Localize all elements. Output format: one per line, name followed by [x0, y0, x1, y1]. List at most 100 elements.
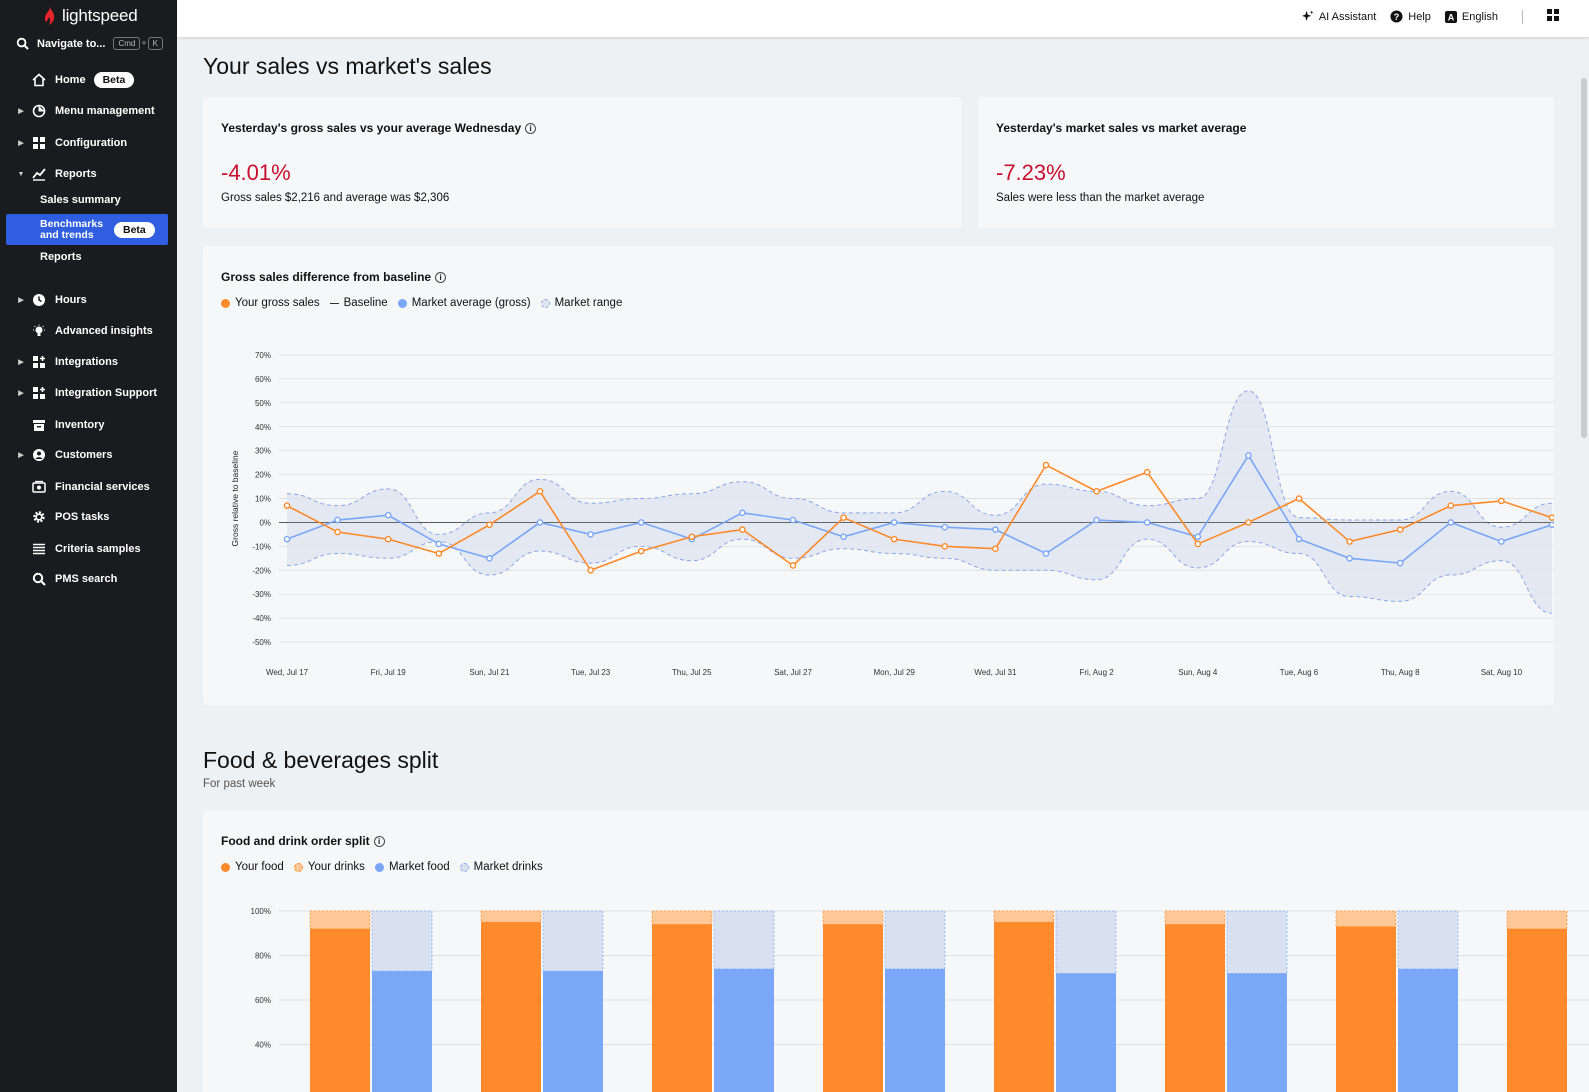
- sidebar-sub-sales-summary[interactable]: Sales summary: [40, 194, 121, 206]
- sidebar-item-menu-management[interactable]: ▶ Menu management: [0, 99, 177, 123]
- your-gross-sales-point[interactable]: [1194, 540, 1202, 548]
- sidebar-sub-reports[interactable]: Reports: [40, 251, 82, 263]
- bar-your-food[interactable]: [1507, 928, 1567, 1092]
- legend-your-food[interactable]: Your food: [221, 861, 284, 873]
- apps-grid-button[interactable]: [1547, 9, 1559, 24]
- your-gross-sales-point[interactable]: [587, 566, 594, 574]
- legend-market-range[interactable]: Market range: [540, 297, 622, 309]
- sidebar-item-inventory[interactable]: ▶Inventory: [0, 413, 177, 437]
- market-average-point[interactable]: [283, 535, 291, 543]
- bar-market-drinks[interactable]: [884, 910, 946, 970]
- your-gross-sales-point[interactable]: [1498, 497, 1505, 505]
- sidebar-sub-benchmarks[interactable]: Benchmarks and trends Beta: [6, 214, 168, 245]
- legend-market-drinks[interactable]: Market drinks: [459, 861, 543, 873]
- chevron-right-icon[interactable]: ▶: [18, 452, 24, 459]
- market-average-point[interactable]: [334, 516, 341, 524]
- your-gross-sales-point[interactable]: [789, 562, 797, 569]
- bar-your-food[interactable]: [1336, 926, 1396, 1092]
- sidebar-item-pms-search[interactable]: ▶PMS search: [0, 567, 177, 591]
- bar-market-drinks[interactable]: [1226, 910, 1288, 974]
- your-gross-sales-point[interactable]: [739, 526, 746, 533]
- your-gross-sales-point[interactable]: [536, 488, 544, 495]
- your-gross-sales-point[interactable]: [1042, 461, 1050, 469]
- bar-market-drinks[interactable]: [713, 910, 775, 970]
- bar-your-drinks[interactable]: [993, 910, 1055, 923]
- bar-market-food[interactable]: [714, 968, 774, 1092]
- legend-market-average[interactable]: Market average (gross): [397, 297, 531, 309]
- sidebar-item-configuration[interactable]: ▶ Configuration: [0, 131, 177, 155]
- bar-market-drinks[interactable]: [542, 910, 604, 972]
- bar-market-drinks[interactable]: [1397, 910, 1459, 970]
- chevron-right-icon[interactable]: ▶: [18, 297, 24, 304]
- market-average-point[interactable]: [890, 519, 898, 526]
- your-gross-sales-point[interactable]: [1548, 514, 1554, 521]
- sidebar-item-customers[interactable]: ▶ Customers: [0, 443, 177, 467]
- info-icon[interactable]: i: [373, 835, 385, 847]
- bar-your-drinks[interactable]: [822, 910, 884, 925]
- market-average-point[interactable]: [789, 516, 797, 524]
- chevron-right-icon[interactable]: ▶: [18, 359, 24, 366]
- sidebar-item-criteria-samples[interactable]: ▶Criteria samples: [0, 537, 177, 561]
- bar-your-drinks[interactable]: [1164, 910, 1226, 925]
- market-average-point[interactable]: [992, 526, 999, 533]
- info-icon[interactable]: i: [435, 271, 447, 283]
- market-average-point[interactable]: [435, 540, 443, 548]
- market-average-point[interactable]: [587, 531, 594, 538]
- legend-your-gross-sales[interactable]: Your gross sales: [221, 297, 320, 309]
- bar-your-food[interactable]: [1165, 924, 1225, 1092]
- your-gross-sales-point[interactable]: [688, 533, 696, 541]
- lightspeed-logo[interactable]: lightspeed: [44, 6, 138, 26]
- market-average-point[interactable]: [637, 519, 645, 526]
- market-average-point[interactable]: [536, 519, 544, 526]
- info-icon[interactable]: i: [525, 122, 537, 134]
- market-average-point[interactable]: [941, 523, 949, 531]
- chevron-right-icon[interactable]: ▶: [18, 108, 24, 115]
- your-gross-sales-point[interactable]: [384, 535, 392, 543]
- sidebar-item-integrations[interactable]: ▶ Integrations: [0, 350, 177, 374]
- market-average-point[interactable]: [1295, 535, 1303, 543]
- bar-market-drinks[interactable]: [1055, 910, 1117, 974]
- language-button[interactable]: A English: [1444, 10, 1498, 23]
- bar-market-food[interactable]: [1398, 968, 1458, 1092]
- legend-your-drinks[interactable]: Your drinks: [293, 861, 365, 873]
- your-gross-sales-point[interactable]: [890, 535, 898, 543]
- market-average-point[interactable]: [1498, 538, 1505, 545]
- sidebar-item-reports[interactable]: ▼ Reports: [0, 162, 177, 186]
- bar-your-drinks[interactable]: [1335, 910, 1397, 927]
- bar-market-food[interactable]: [543, 971, 603, 1092]
- sidebar-item-hours[interactable]: ▶ Hours: [0, 288, 177, 312]
- bar-market-food[interactable]: [1056, 973, 1116, 1092]
- bar-your-food[interactable]: [823, 924, 883, 1092]
- bar-your-drinks[interactable]: [480, 910, 542, 923]
- your-gross-sales-point[interactable]: [840, 514, 847, 521]
- bar-your-food[interactable]: [310, 928, 370, 1092]
- market-average-point[interactable]: [1548, 521, 1554, 529]
- market-average-point[interactable]: [486, 554, 493, 562]
- sidebar-item-advanced-insights[interactable]: ▶Advanced insights: [0, 319, 177, 343]
- your-gross-sales-point[interactable]: [486, 521, 493, 529]
- your-gross-sales-point[interactable]: [1396, 526, 1404, 533]
- your-gross-sales-point[interactable]: [992, 545, 999, 553]
- bar-your-drinks[interactable]: [309, 910, 371, 930]
- your-gross-sales-point[interactable]: [435, 550, 443, 557]
- bar-your-drinks[interactable]: [651, 910, 713, 925]
- market-average-point[interactable]: [840, 533, 847, 541]
- bar-market-food[interactable]: [1227, 973, 1287, 1092]
- sidebar-item-financial-services[interactable]: ▶Financial services: [0, 475, 177, 499]
- market-average-point[interactable]: [1143, 519, 1151, 526]
- bar-your-food[interactable]: [481, 922, 541, 1092]
- market-average-point[interactable]: [1042, 550, 1050, 557]
- sidebar-item-integration-support[interactable]: ▶ Integration Support: [0, 381, 177, 405]
- bar-your-food[interactable]: [994, 922, 1054, 1092]
- legend-market-food[interactable]: Market food: [374, 861, 450, 873]
- market-average-point[interactable]: [1093, 516, 1100, 524]
- market-average-point[interactable]: [1447, 519, 1455, 526]
- ai-assistant-button[interactable]: AI Assistant: [1301, 10, 1376, 23]
- your-gross-sales-point[interactable]: [1447, 502, 1455, 509]
- market-average-point[interactable]: [1245, 452, 1252, 459]
- bar-your-drinks[interactable]: [1506, 910, 1568, 930]
- market-average-point[interactable]: [384, 511, 392, 519]
- your-gross-sales-point[interactable]: [1245, 519, 1252, 526]
- bar-market-food[interactable]: [372, 971, 432, 1092]
